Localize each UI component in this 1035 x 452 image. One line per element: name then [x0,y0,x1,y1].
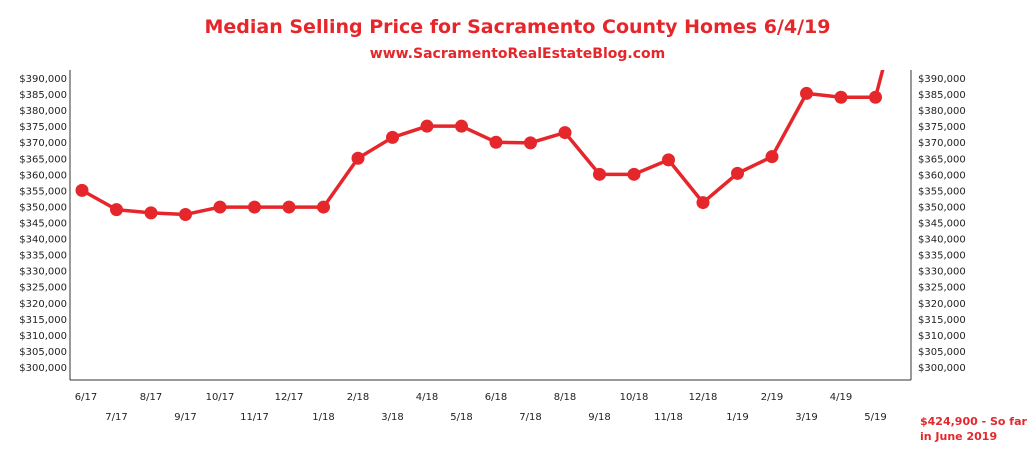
x-tick-label: 1/18 [312,412,334,423]
left-y-axis-ticks: $300,000 $305,000 $310,000 $315,000 $320,000… [19,74,67,374]
y-tick-label-right: $315,000 [918,315,966,326]
x-tick-label: 7/18 [519,412,541,423]
data-point [489,135,503,149]
data-point [558,126,572,140]
y-tick-label-left: $350,000 [19,202,67,213]
y-tick-label-right: $365,000 [918,154,966,165]
x-tick-label: 4/19 [830,392,852,403]
y-tick-label-left: $330,000 [19,267,67,278]
y-tick-label-right: $320,000 [918,299,966,310]
x-tick-label: 12/17 [275,392,304,403]
y-tick-label-left: $340,000 [19,235,67,246]
y-tick-label-right: $305,000 [918,347,966,358]
y-tick-label-right: $340,000 [918,235,966,246]
series-line-group [80,70,885,217]
y-tick-label-right: $355,000 [918,186,966,197]
y-tick-label-left: $385,000 [19,90,67,101]
y-tick-label-left: $355,000 [19,186,67,197]
data-point [386,130,399,144]
y-tick-label-left: $360,000 [19,170,67,181]
y-tick-label-right: $360,000 [918,170,966,181]
y-tick-label-left: $390,000 [19,74,67,85]
data-point [179,207,192,221]
data-point [213,200,227,214]
y-tick-label-left: $320,000 [19,299,67,310]
y-tick-label-left: $325,000 [19,283,67,294]
y-tick-label-left: $305,000 [19,347,67,358]
x-tick-label: 12/18 [689,392,718,403]
y-tick-label-left: $375,000 [19,122,67,133]
y-tick-label-left: $380,000 [19,106,67,117]
data-point [351,151,365,165]
y-tick-label-left: $365,000 [19,154,67,165]
data-point [282,200,296,214]
y-tick-label-right: $370,000 [918,138,966,149]
x-tick-label: 9/17 [174,412,196,423]
x-tick-label: 9/18 [588,412,610,423]
axes [69,70,912,381]
x-tick-label: 8/17 [140,392,162,403]
y-tick-label-left: $315,000 [19,315,67,326]
data-point [765,150,779,164]
data-point [593,167,606,181]
x-tick-label: 1/19 [726,412,748,423]
series-line [80,70,885,217]
x-tick-label: 4/18 [416,392,438,403]
y-tick-label-right: $310,000 [918,331,966,342]
june-note: $424,900 - So far in June 2019 [920,415,1027,443]
series-points-group [75,86,882,221]
y-tick-label-right: $325,000 [918,283,966,294]
y-tick-label-left: $310,000 [19,331,67,342]
chart-title: Median Selling Price for Sacramento Coun… [204,16,831,38]
x-tick-label: 5/19 [864,412,886,423]
data-point [455,119,468,133]
data-point [731,166,744,180]
data-point [524,136,537,150]
data-point [627,167,641,181]
x-tick-label: 3/19 [795,412,817,423]
data-point [662,153,675,167]
x-tick-label: 10/18 [620,392,649,403]
x-tick-label: 5/18 [450,412,472,423]
data-point [317,200,330,214]
data-point [800,86,813,100]
chart-subtitle: www.SacramentoRealEstateBlog.com [369,46,666,62]
y-tick-label-left: $300,000 [19,363,67,374]
x-tick-label: 3/18 [381,412,403,423]
data-point [420,119,434,133]
x-tick-label: 6/18 [485,392,507,403]
x-tick-label: 6/17 [75,392,97,403]
y-tick-label-left: $345,000 [19,219,67,230]
data-point [248,200,261,214]
y-tick-label-right: $335,000 [918,251,966,262]
y-tick-label-right: $345,000 [918,219,966,230]
y-tick-label-right: $350,000 [918,202,966,213]
y-tick-label-left: $370,000 [19,138,67,149]
data-point [144,206,158,220]
y-tick-label-right: $390,000 [918,74,966,85]
y-tick-label-right: $330,000 [918,267,966,278]
x-tick-label: 10/17 [206,392,235,403]
x-tick-label: 7/17 [105,412,127,423]
x-tick-label: 8/18 [554,392,576,403]
x-tick-label: 11/17 [240,412,269,423]
y-tick-label-right: $385,000 [918,90,966,101]
y-tick-label-right: $375,000 [918,122,966,133]
y-tick-label-right: $300,000 [918,363,966,374]
right-y-axis-ticks: $300,000 $305,000 $310,000 $315,000 $320,000… [918,74,966,374]
x-axis-ticks: 6/17 7/17 8/17 9/17 10/17 11/17 12/17 1/18 2/18 3… [75,392,887,423]
data-point [696,196,710,210]
data-point [869,90,882,104]
y-tick-label-left: $335,000 [19,251,67,262]
x-tick-label: 11/18 [654,412,683,423]
data-point [834,90,848,104]
data-point [110,203,123,217]
x-tick-label: 2/18 [347,392,369,403]
y-tick-label-right: $380,000 [918,106,966,117]
data-point [75,183,89,197]
x-tick-label: 2/19 [761,392,783,403]
